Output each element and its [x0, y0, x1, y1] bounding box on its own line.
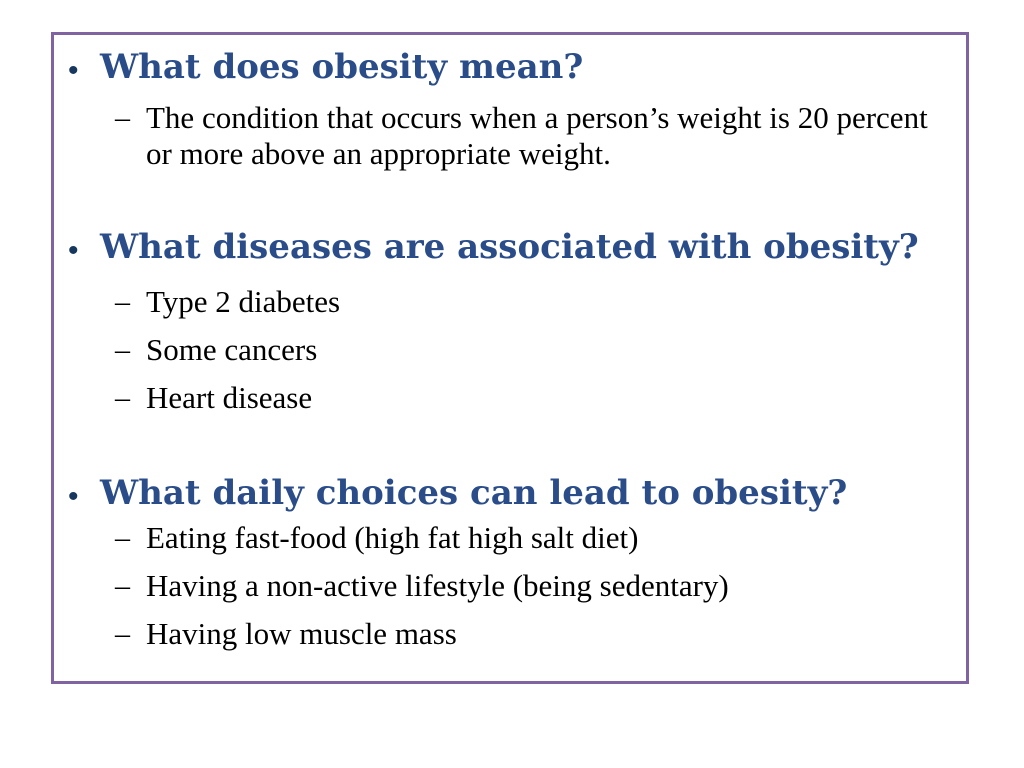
sub-bullet-marker: –: [115, 569, 130, 602]
bullet-marker: •: [68, 234, 79, 267]
sub-item: – Eating fast-food (high fat high salt d…: [60, 520, 960, 556]
topic-question: What diseases are associated with obesit…: [100, 227, 919, 267]
topic-item: • What diseases are associated with obes…: [60, 224, 960, 428]
sub-item-text: Having low muscle mass: [146, 616, 457, 651]
sub-item-text: Having a non-active lifestyle (being sed…: [146, 568, 729, 603]
topic-row: • What does obesity mean?: [60, 44, 960, 90]
topic-row: • What daily choices can lead to obesity…: [60, 470, 960, 516]
sub-bullet-marker: –: [115, 101, 130, 134]
sub-list: – The condition that occurs when a perso…: [60, 100, 960, 172]
topic-item: • What daily choices can lead to obesity…: [60, 470, 960, 664]
sub-item: – The condition that occurs when a perso…: [60, 100, 960, 172]
sub-item: – Heart disease: [60, 380, 960, 416]
sub-bullet-marker: –: [115, 521, 130, 554]
sub-item-text: Eating fast-food (high fat high salt die…: [146, 520, 639, 555]
sub-item-text: The condition that occurs when a person’…: [146, 100, 928, 171]
sub-bullet-marker: –: [115, 333, 130, 366]
content-box: [51, 32, 969, 684]
sub-bullet-marker: –: [115, 381, 130, 414]
sub-bullet-marker: –: [115, 285, 130, 318]
sub-item-text: Heart disease: [146, 380, 313, 415]
sub-item: – Having low muscle mass: [60, 616, 960, 652]
sub-list: – Type 2 diabetes – Some cancers – Heart…: [60, 284, 960, 416]
sub-item: – Type 2 diabetes: [60, 284, 960, 320]
sub-item: – Some cancers: [60, 332, 960, 368]
sub-item-text: Type 2 diabetes: [146, 284, 341, 319]
topic-question: What daily choices can lead to obesity?: [100, 473, 848, 513]
sub-bullet-marker: –: [115, 617, 130, 650]
topic-item: • What does obesity mean? – The conditio…: [60, 44, 960, 172]
bullet-marker: •: [68, 480, 79, 513]
topic-row: • What diseases are associated with obes…: [60, 224, 960, 270]
sub-item-text: Some cancers: [146, 332, 318, 367]
bullet-marker: •: [68, 54, 79, 87]
topic-question: What does obesity mean?: [100, 47, 584, 87]
sub-list: – Eating fast-food (high fat high salt d…: [60, 520, 960, 652]
sub-item: – Having a non-active lifestyle (being s…: [60, 568, 960, 604]
